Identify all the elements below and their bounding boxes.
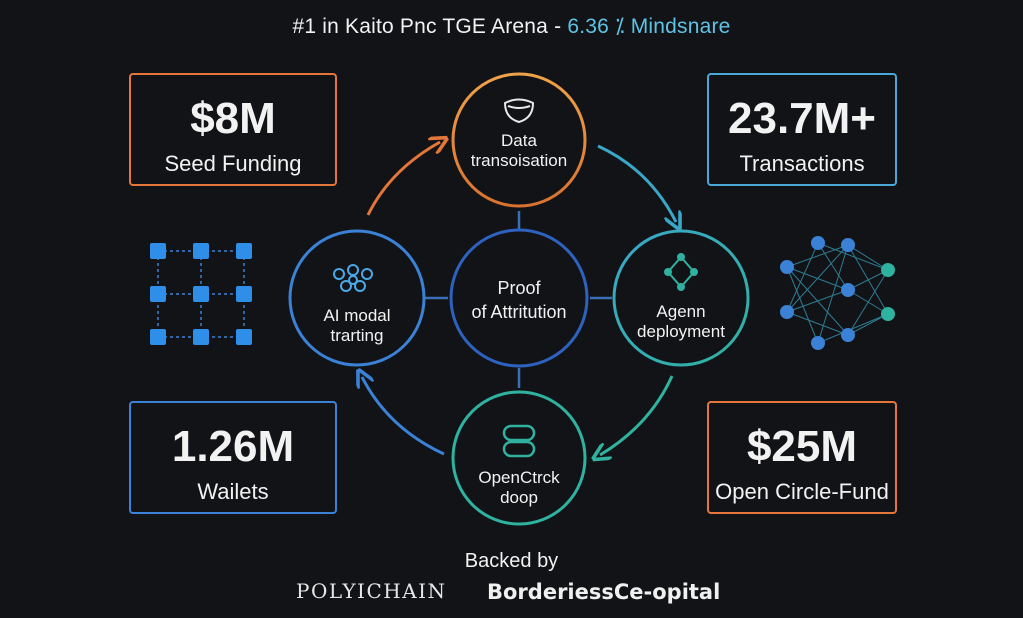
loop-icon: [502, 424, 536, 458]
stat-wallets: 1.26M Wailets: [129, 401, 337, 514]
stat-value: $8M: [190, 94, 276, 143]
network-cluster-icon: [333, 264, 373, 292]
stat-label: Open Circle-Fund: [715, 479, 889, 504]
stat-label: Transactions: [739, 151, 865, 176]
stat-label: Seed Funding: [164, 151, 302, 176]
node-center-label: Proof of Attritution: [471, 278, 567, 322]
node-bottom-label: OpenCtrck doop: [478, 468, 560, 507]
arrow-bottom-to-left: [362, 377, 445, 456]
stat-value: 23.7M+: [728, 94, 876, 143]
headline-accent: 6.36 ⁒ Mindsnare: [567, 15, 731, 38]
bowl-icon: [503, 98, 535, 124]
neural-network-icon: [780, 236, 895, 350]
node-top-label: Data transoisation: [470, 131, 568, 170]
node-right-circle: [612, 229, 750, 367]
backed-by-label: Backed by: [464, 550, 559, 572]
node-bottom-circle: [451, 390, 587, 526]
stat-open-circle-fund: $25M Open Circle-Fund: [707, 401, 897, 514]
node-top-circle: [451, 72, 587, 208]
arrow-right-to-bottom: [600, 375, 674, 455]
grid-network-icon: [150, 243, 252, 345]
arrow-left-to-top: [366, 142, 440, 216]
polychain-logo: POLYICHAIN: [296, 579, 447, 603]
stat-transactions: 23.7M+ Transactions: [707, 73, 897, 186]
node-right-label: Agenn deployment: [637, 302, 725, 341]
connector-lines: [425, 211, 612, 388]
node-left-circle: [288, 229, 426, 367]
arrow-top-to-right: [597, 144, 676, 222]
stat-value: 1.26M: [171, 422, 295, 471]
node-center-circle: [449, 228, 589, 368]
stat-seed-funding: $8M Seed Funding: [129, 73, 337, 186]
headline-prefix: #1 in Kaito Pnc TGE Arena -: [292, 15, 568, 38]
headline: #1 in Kaito Pnc TGE Arena - 6.36 ⁒ Minds…: [0, 14, 1023, 39]
stat-label: Wailets: [197, 479, 269, 504]
borderless-capital-logo: BorderiessCe-opital: [487, 580, 721, 604]
diamond-nodes-icon: [664, 253, 698, 291]
stat-value: $25M: [746, 422, 858, 471]
node-left-label: AI modal trarting: [323, 306, 391, 345]
